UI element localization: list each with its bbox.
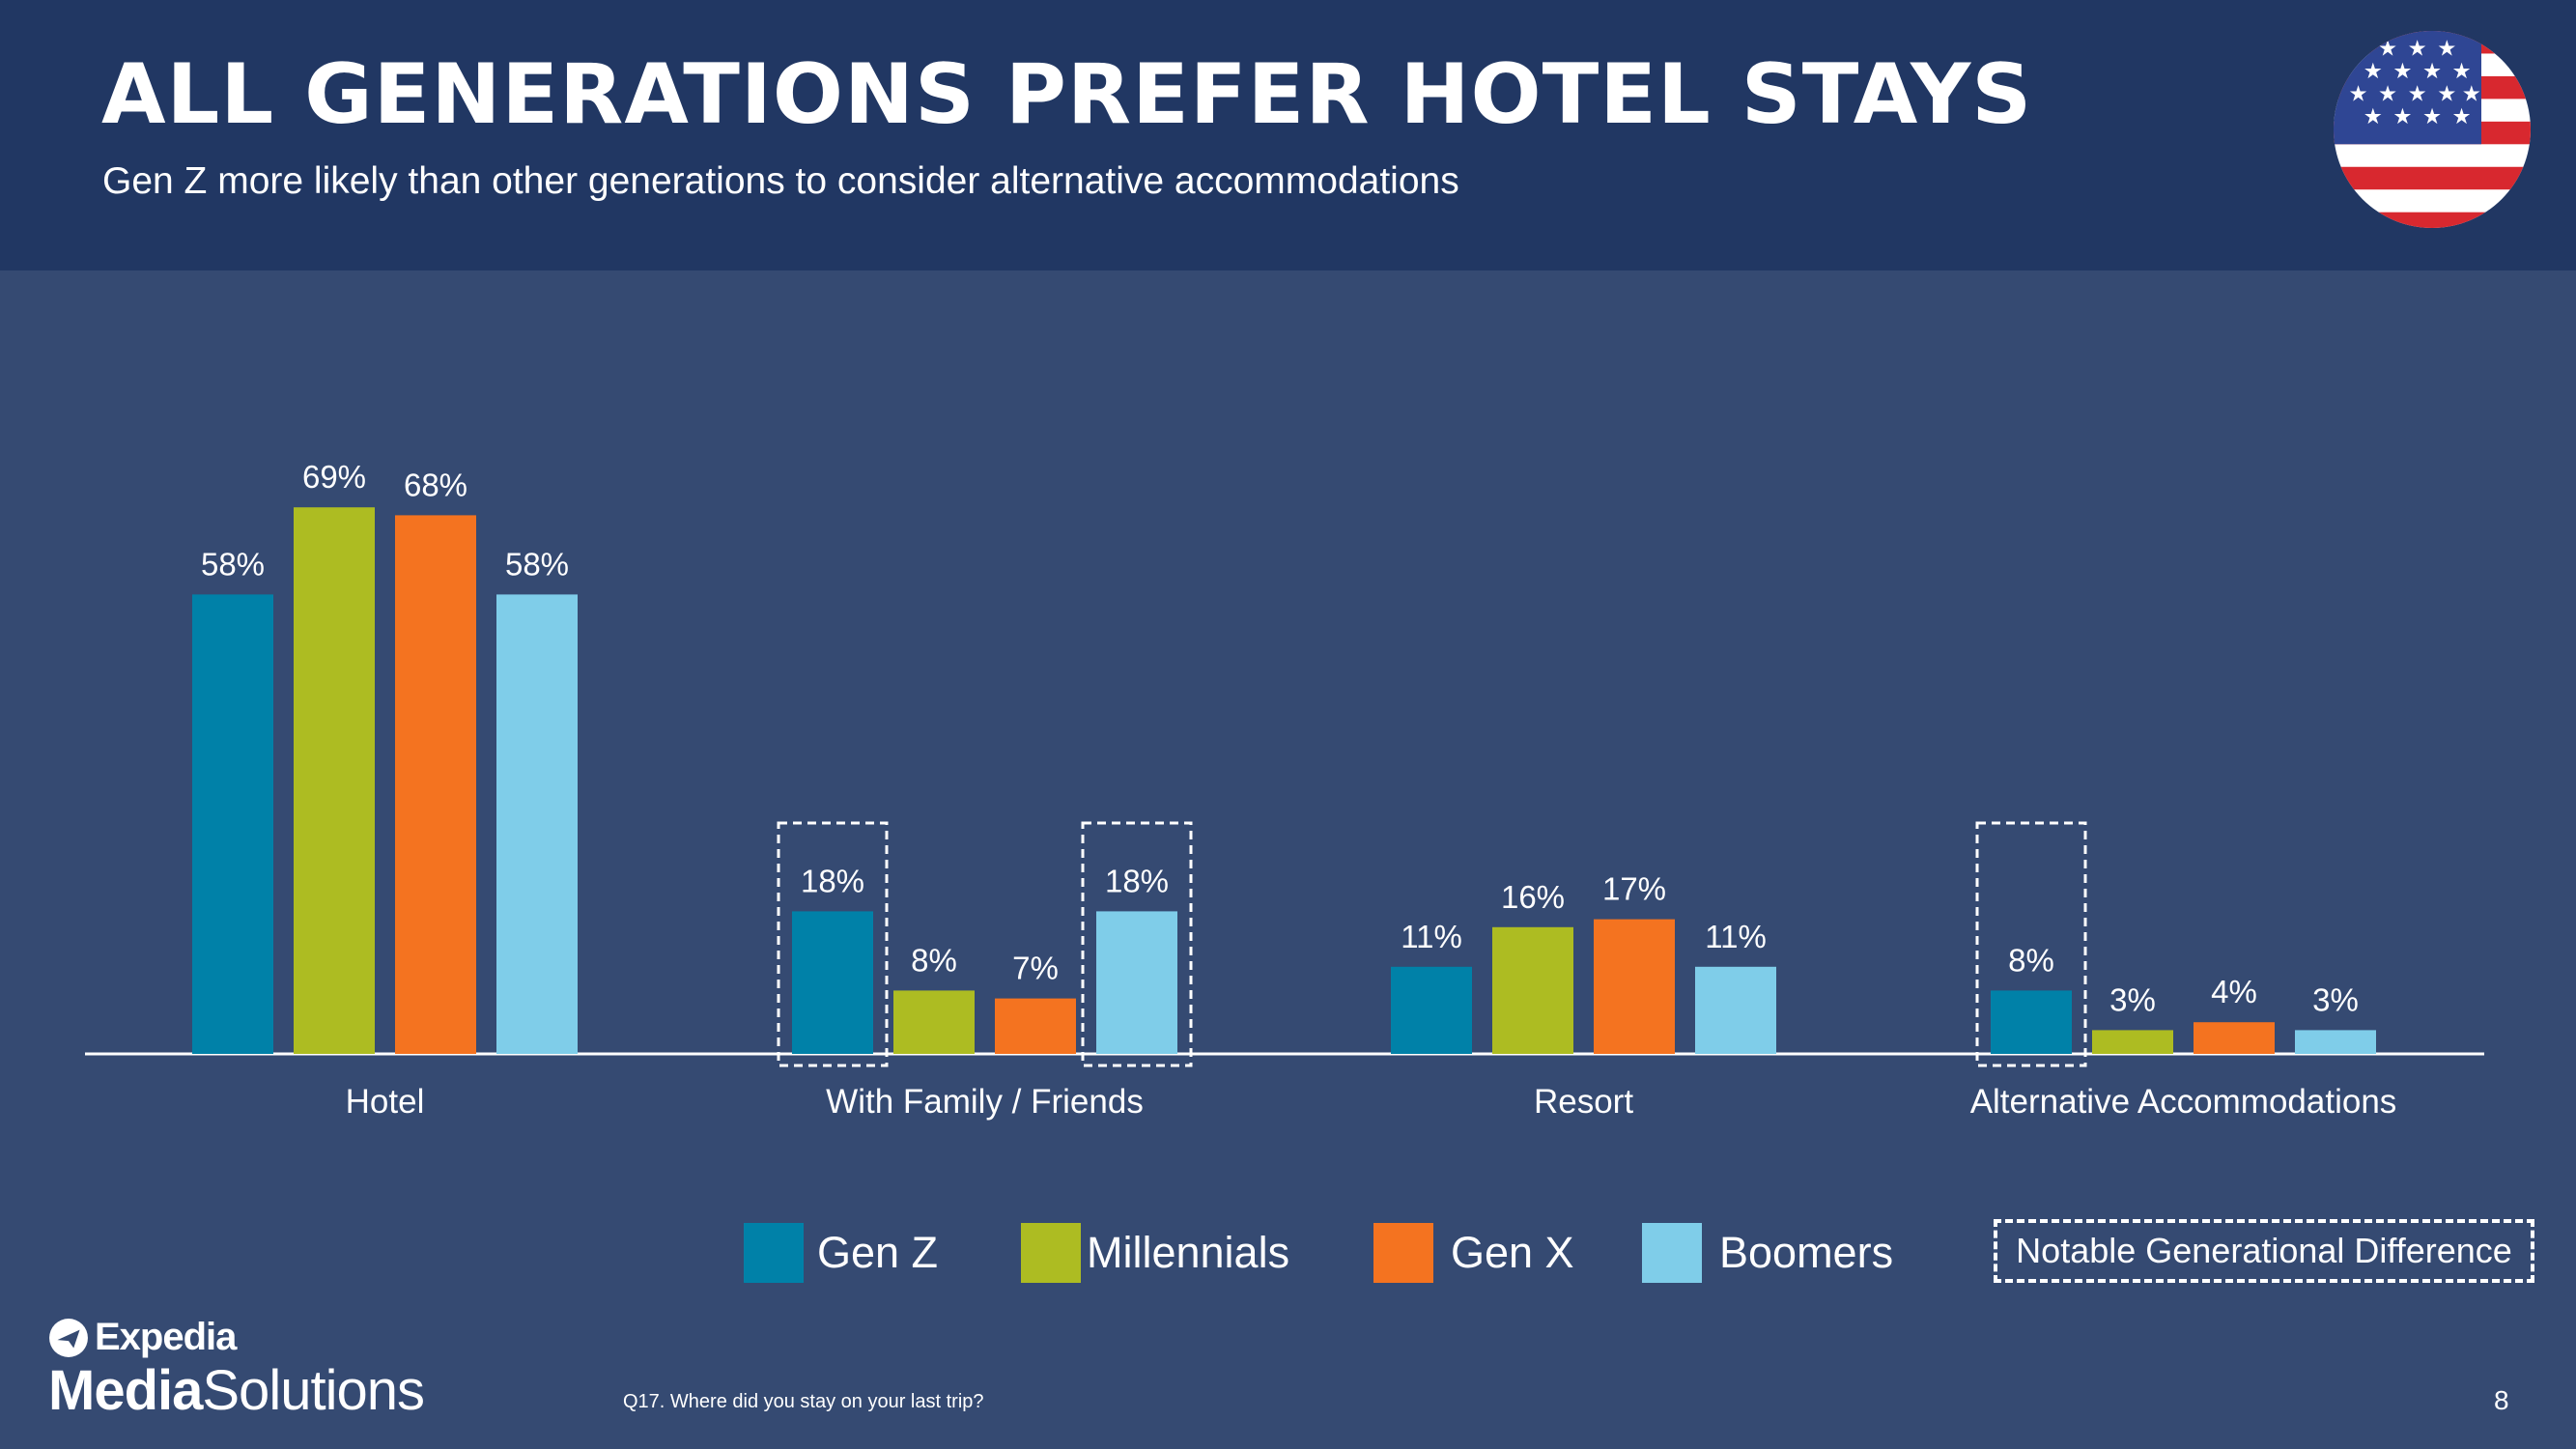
page-title: ALL GENERATIONS PREFER HOTEL STAYS <box>101 46 2033 143</box>
data-label-resort-boomers: 11% <box>1705 919 1767 954</box>
page-subtitle: Gen Z more likely than other generations… <box>102 160 1459 202</box>
bar-with-family-friends-millennials <box>893 990 975 1054</box>
svg-text:★: ★ <box>2378 37 2397 62</box>
bar-hotel-gen-x <box>395 515 476 1054</box>
data-label-with-family-friends-boomers: 18% <box>1105 863 1169 898</box>
logo-product: MediaSolutions <box>48 1358 425 1423</box>
expedia-media-solutions-logo: Expedia MediaSolutions <box>48 1316 435 1422</box>
data-label-with-family-friends-gen-x: 7% <box>1012 951 1059 986</box>
data-label-hotel-millennials: 69% <box>302 459 366 495</box>
svg-text:★: ★ <box>2437 81 2456 106</box>
svg-text:★: ★ <box>2452 104 2472 129</box>
svg-text:★: ★ <box>2364 59 2383 84</box>
page-number: 8 <box>2494 1385 2509 1415</box>
svg-text:★: ★ <box>2422 59 2442 84</box>
svg-text:★: ★ <box>2364 104 2383 129</box>
legend-label-gen-x: Gen X <box>1451 1228 1574 1277</box>
data-label-hotel-gen-x: 68% <box>404 467 467 502</box>
legend-swatch-boomers <box>1642 1223 1702 1283</box>
data-label-alternative-accommodations-gen-x: 4% <box>2211 974 2257 1009</box>
bar-alternative-accommodations-boomers <box>2295 1030 2376 1054</box>
logo-top-row: Expedia <box>48 1316 237 1359</box>
svg-text:★: ★ <box>2462 81 2481 106</box>
data-label-with-family-friends-millennials: 8% <box>911 942 957 978</box>
data-label-resort-gen-x: 17% <box>1602 871 1666 907</box>
data-label-with-family-friends-gen-z: 18% <box>801 863 864 898</box>
svg-text:★: ★ <box>2408 81 2427 106</box>
footnote: Q17. Where did you stay on your last tri… <box>623 1391 984 1412</box>
data-label-resort-millennials: 16% <box>1501 879 1565 915</box>
logo-product-bold: Media <box>48 1359 203 1422</box>
bar-with-family-friends-boomers <box>1096 911 1177 1054</box>
logo-product-regular: Solutions <box>202 1359 425 1422</box>
bar-with-family-friends-gen-x <box>995 998 1076 1054</box>
legend-item-millennials: Millennials <box>1021 1223 1289 1283</box>
svg-text:★: ★ <box>2422 104 2442 129</box>
svg-text:★: ★ <box>2452 59 2472 84</box>
svg-text:★: ★ <box>2392 104 2412 129</box>
data-label-alternative-accommodations-boomers: 3% <box>2312 981 2359 1017</box>
svg-text:★: ★ <box>2392 59 2412 84</box>
bar-hotel-gen-z <box>192 594 273 1054</box>
bar-alternative-accommodations-millennials <box>2092 1030 2173 1054</box>
bar-hotel-millennials <box>294 507 375 1054</box>
legend-label-gen-z: Gen Z <box>817 1228 939 1277</box>
us-flag-icon: ★ ★ ★ ★ ★ ★ ★ ★ ★ ★ ★ ★ ★ ★ ★ ★ <box>2334 31 2531 228</box>
legend-label-boomers: Boomers <box>1719 1228 1894 1277</box>
legend-swatch-gen-x <box>1373 1223 1433 1283</box>
bar-resort-gen-z <box>1391 966 1472 1054</box>
header-band <box>0 0 2576 270</box>
highlight-box-with-family-friends-gen-z <box>777 821 889 1067</box>
bar-resort-boomers <box>1695 966 1776 1054</box>
data-label-hotel-boomers: 58% <box>505 546 569 582</box>
data-label-alternative-accommodations-gen-z: 8% <box>2008 942 2054 978</box>
bar-alternative-accommodations-gen-z <box>1991 990 2072 1054</box>
category-label-hotel: Hotel <box>346 1083 425 1121</box>
bar-hotel-boomers <box>496 594 578 1054</box>
expedia-plane-icon <box>49 1318 88 1357</box>
bar-resort-gen-x <box>1594 919 1675 1054</box>
legend-item-gen-z: Gen Z <box>744 1223 938 1283</box>
svg-text:★: ★ <box>2408 37 2427 62</box>
legend-swatch-millennials <box>1021 1223 1081 1283</box>
category-label-alternative-accommodations: Alternative Accommodations <box>1970 1083 2397 1121</box>
legend-item-boomers: Boomers <box>1642 1223 1893 1283</box>
category-label-with-family-friends: With Family / Friends <box>826 1083 1144 1121</box>
highlight-box-with-family-friends-boomers <box>1081 821 1193 1067</box>
data-label-hotel-gen-z: 58% <box>201 546 265 582</box>
svg-text:★: ★ <box>2437 37 2456 62</box>
data-label-resort-gen-z: 11% <box>1401 919 1462 954</box>
legend-item-gen-x: Gen X <box>1373 1223 1574 1283</box>
svg-text:★: ★ <box>2348 81 2367 106</box>
bar-chart: 58% 69% 68% 58% Hotel 18% 8% 7% 18% With Family /… <box>85 459 2484 1121</box>
svg-text:★: ★ <box>2378 81 2397 106</box>
logo-brand: Expedia <box>95 1316 237 1358</box>
legend-label-millennials: Millennials <box>1087 1228 1290 1277</box>
legend-notable-difference: Notable Generational Difference <box>1994 1219 2534 1283</box>
bar-resort-millennials <box>1492 926 1573 1054</box>
legend-notable-label: Notable Generational Difference <box>2016 1231 2512 1270</box>
data-label-alternative-accommodations-millennials: 3% <box>2109 981 2156 1017</box>
highlight-box-alternative-accommodations-gen-z <box>1975 821 2087 1067</box>
category-label-resort: Resort <box>1534 1083 1633 1121</box>
legend-swatch-gen-z <box>744 1223 804 1283</box>
bar-alternative-accommodations-gen-x <box>2194 1022 2275 1054</box>
bar-with-family-friends-gen-z <box>792 911 873 1054</box>
